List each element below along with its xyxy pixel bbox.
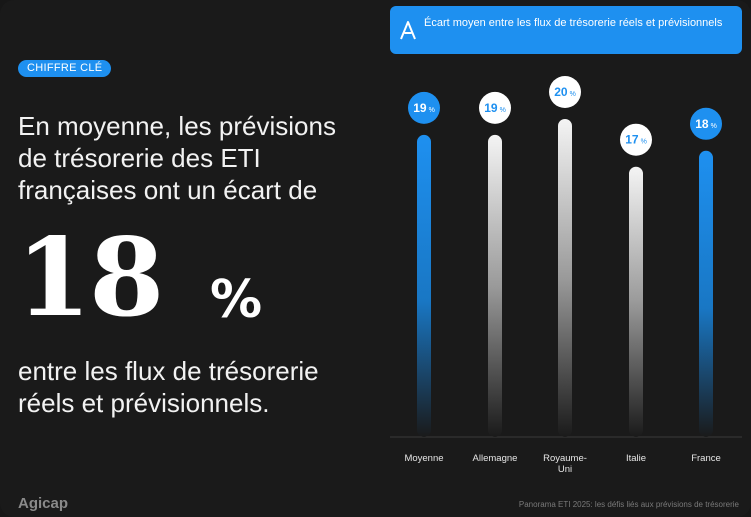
chart-title-banner: Écart moyen entre les flux de trésorerie…: [390, 6, 742, 54]
category-label: Moyenne: [404, 453, 443, 464]
value-bubble: [479, 91, 511, 124]
value-bubble: [690, 107, 722, 140]
bar-italie: [629, 166, 643, 437]
value-bubble: [408, 91, 440, 124]
intro-text: En moyenne, les prévisions de trésorerie…: [18, 111, 336, 205]
category-label: Allemagne: [473, 453, 518, 464]
bar-moyenne: [417, 134, 431, 437]
data-label: 19%: [413, 101, 435, 115]
data-label: 17%: [625, 133, 647, 147]
value-bubble: [620, 123, 652, 156]
bar-royaume-uni: [558, 119, 572, 437]
data-label: 18%: [695, 117, 717, 131]
chart-title: Écart moyen entre les flux de trésorerie…: [424, 17, 723, 29]
key-figure-badge: CHIFFRE CLÉ: [18, 60, 112, 77]
data-label: 19%: [484, 101, 506, 115]
outro-text: entre les flux de trésorerie réels et pr…: [18, 356, 319, 418]
key-figure-unit: %: [210, 270, 263, 330]
agicap-a-icon: [400, 21, 416, 40]
value-bubble: [549, 76, 581, 108]
bar-allemagne: [488, 134, 502, 437]
category-label: Royaume-Uni: [543, 453, 587, 475]
data-label: 20%: [554, 85, 576, 99]
bar-france: [699, 150, 713, 438]
source-note: Panorama ETI 2025: les défis liés aux pr…: [518, 500, 739, 509]
category-label: Italie: [626, 453, 646, 464]
key-figure-value: 18: [16, 215, 164, 341]
agicap-logo: Agicap: [18, 495, 69, 512]
category-label: France: [691, 453, 721, 464]
